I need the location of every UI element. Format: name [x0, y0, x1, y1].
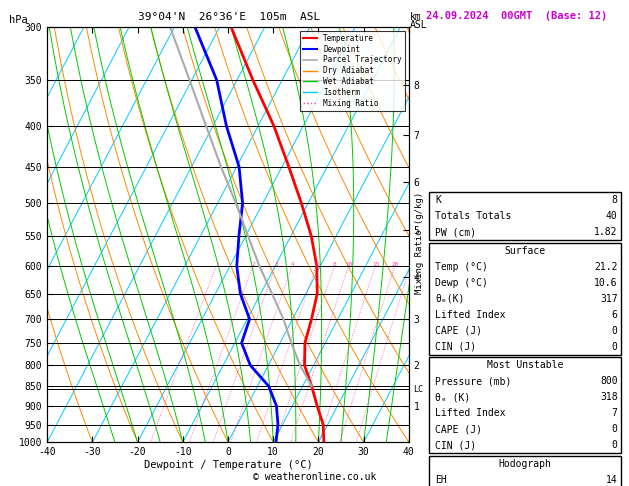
- Text: Lifted Index: Lifted Index: [435, 408, 506, 418]
- Text: 40: 40: [606, 211, 618, 221]
- Text: Lifted Index: Lifted Index: [435, 310, 506, 320]
- Text: CIN (J): CIN (J): [435, 342, 476, 352]
- Text: K: K: [435, 195, 441, 205]
- Text: © weatheronline.co.uk: © weatheronline.co.uk: [253, 472, 376, 482]
- Text: 1.82: 1.82: [594, 227, 618, 237]
- Legend: Temperature, Dewpoint, Parcel Trajectory, Dry Adiabat, Wet Adiabat, Isotherm, Mi: Temperature, Dewpoint, Parcel Trajectory…: [301, 31, 405, 111]
- Text: 21.2: 21.2: [594, 261, 618, 272]
- Text: 317: 317: [600, 294, 618, 304]
- Text: θₑ(K): θₑ(K): [435, 294, 465, 304]
- Text: Mixing Ratio (g/kg): Mixing Ratio (g/kg): [415, 192, 424, 294]
- Text: CIN (J): CIN (J): [435, 440, 476, 451]
- Text: 7: 7: [612, 408, 618, 418]
- X-axis label: Dewpoint / Temperature (°C): Dewpoint / Temperature (°C): [143, 460, 313, 470]
- Text: Temp (°C): Temp (°C): [435, 261, 488, 272]
- Text: 14: 14: [606, 475, 618, 485]
- Text: Pressure (mb): Pressure (mb): [435, 376, 511, 386]
- Text: hPa: hPa: [9, 15, 28, 25]
- Text: Dewp (°C): Dewp (°C): [435, 278, 488, 288]
- Text: km: km: [410, 12, 422, 22]
- Text: 6: 6: [612, 310, 618, 320]
- Text: CAPE (J): CAPE (J): [435, 424, 482, 434]
- Text: 0: 0: [612, 342, 618, 352]
- Text: 10.6: 10.6: [594, 278, 618, 288]
- Text: +: +: [489, 138, 495, 147]
- Text: ASL: ASL: [410, 20, 428, 31]
- Text: +: +: [479, 148, 486, 156]
- Text: 8: 8: [612, 195, 618, 205]
- Text: 3: 3: [274, 262, 278, 267]
- Text: 6: 6: [315, 262, 319, 267]
- Text: 0: 0: [612, 440, 618, 451]
- Text: 1: 1: [215, 262, 219, 267]
- Text: 318: 318: [600, 392, 618, 402]
- Text: Hodograph: Hodograph: [498, 459, 552, 469]
- Text: 39°04'N  26°36'E  105m  ASL: 39°04'N 26°36'E 105m ASL: [138, 12, 321, 22]
- Text: 0: 0: [612, 326, 618, 336]
- Text: 24.09.2024  00GMT  (Base: 12): 24.09.2024 00GMT (Base: 12): [426, 11, 607, 21]
- Text: kt: kt: [436, 17, 447, 26]
- Text: 2: 2: [252, 262, 255, 267]
- Text: EH: EH: [435, 475, 447, 485]
- Text: Totals Totals: Totals Totals: [435, 211, 511, 221]
- Text: LCL: LCL: [413, 384, 428, 394]
- Text: 0: 0: [612, 424, 618, 434]
- Text: 20: 20: [391, 262, 399, 267]
- Text: 4: 4: [291, 262, 294, 267]
- Text: θₑ (K): θₑ (K): [435, 392, 470, 402]
- Text: 8: 8: [333, 262, 337, 267]
- Text: 15: 15: [372, 262, 379, 267]
- Text: 10: 10: [345, 262, 353, 267]
- Text: 800: 800: [600, 376, 618, 386]
- Text: CAPE (J): CAPE (J): [435, 326, 482, 336]
- Text: PW (cm): PW (cm): [435, 227, 476, 237]
- Text: Surface: Surface: [504, 245, 545, 256]
- Text: Most Unstable: Most Unstable: [487, 360, 563, 370]
